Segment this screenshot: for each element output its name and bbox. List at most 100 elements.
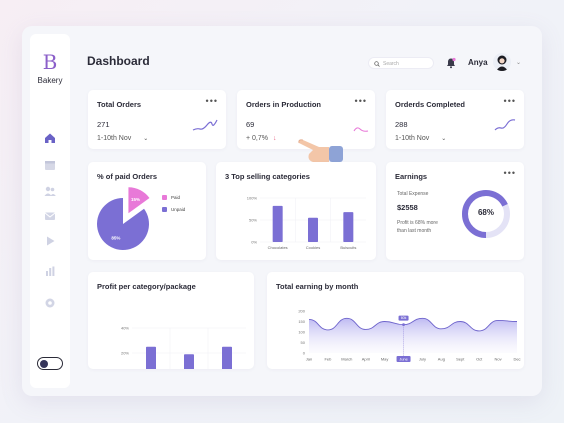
x-tick-label: Feb [324, 357, 332, 362]
area-line [308, 317, 518, 332]
y-tick-label: 40% [121, 326, 129, 331]
top-selling-bar-chart: 100% 50% 0% Chocolates Cookies Buiscuits [247, 196, 366, 250]
x-tick-label: Buiscuits [340, 245, 356, 250]
card-title: Earnings [395, 172, 428, 181]
chevron-down-icon: ⌄ [441, 136, 447, 142]
more-icon[interactable]: ••• [205, 96, 218, 106]
highlight-tooltip [398, 315, 409, 321]
x-tick-label: Chocolates [268, 245, 288, 250]
x-tick-label: March [341, 357, 352, 362]
gear-icon[interactable] [43, 296, 57, 310]
bar-buiscuits [222, 346, 232, 369]
pie-slice-paid [128, 187, 150, 214]
mail-icon[interactable] [43, 209, 57, 223]
bar-chart-icon[interactable] [43, 264, 57, 278]
legend-unpaid: Unpaid [162, 207, 185, 212]
pie-slice-label: 85% [111, 235, 120, 240]
date-range-select[interactable]: 1-10th Nov ⌄ [395, 135, 446, 142]
sidebar: B Bakery [30, 34, 70, 388]
profit-note: Profit is 68% more than last month [397, 220, 438, 234]
y-tick-label: 200 [298, 309, 305, 314]
x-tick-label: Nov [495, 357, 502, 362]
y-tick-label: 150 [298, 319, 305, 324]
x-tick-label: May [381, 357, 389, 362]
earnings-donut-chart [462, 190, 510, 238]
earnings-card: Earnings ••• Total Expense $2558 Profit … [386, 162, 524, 260]
paid-orders-pie-chart: 15% 85% [97, 187, 150, 250]
avatar[interactable] [493, 53, 511, 71]
card-title: Orderds Completed [395, 100, 466, 109]
y-tick-label: 0 [303, 351, 306, 356]
stat-value: 271 [97, 120, 110, 129]
stat-value: 288 [395, 120, 408, 129]
card-title: % of paid Orders [97, 172, 158, 181]
user-name[interactable]: Anya [468, 58, 488, 67]
stat-change: + 0,7% ↓ [246, 135, 276, 142]
legend-label: Unpaid [171, 207, 186, 212]
donut-percent-label: 68% [477, 208, 494, 217]
expense-label: Total Expense [397, 191, 429, 197]
donut-value-arc [462, 190, 510, 238]
trend-sparkline-icon [494, 119, 516, 131]
card-title: Total Orders [97, 100, 142, 109]
theme-toggle[interactable] [37, 357, 63, 370]
trend-sparkline-icon [192, 119, 218, 131]
highlight-point [402, 323, 405, 327]
bar-cookies [308, 217, 318, 242]
pie-slice-unpaid [97, 198, 149, 250]
calendar-icon[interactable] [43, 158, 57, 172]
x-tick-label: Jan [306, 357, 312, 362]
date-range-select[interactable]: 1-10th Nov ⌄ [97, 135, 148, 142]
search-input[interactable] [383, 59, 431, 68]
card-title: Profit per category/package [97, 282, 196, 291]
total-orders-card: Total Orders ••• 271 1-10th Nov ⌄ [88, 90, 226, 149]
bell-icon[interactable] [445, 57, 457, 69]
bar-chocolates [272, 205, 283, 242]
logo: B [42, 50, 58, 74]
more-icon[interactable]: ••• [503, 96, 516, 106]
pointing-hand-icon [298, 139, 343, 162]
chevron-down-icon: ⌄ [143, 136, 149, 142]
more-icon[interactable]: ••• [354, 96, 367, 106]
card-title: Orders in Production [246, 100, 322, 109]
orders-completed-card: Orderds Completed ••• 288 1-10th Nov ⌄ [386, 90, 524, 149]
more-icon[interactable]: ••• [503, 168, 516, 178]
trend-sparkline-icon [353, 127, 369, 132]
bar-buiscuits [343, 212, 354, 242]
expense-amount: $2558 [397, 203, 418, 212]
x-tick-label: June [399, 357, 408, 362]
x-tick-label: April [362, 357, 370, 362]
top-selling-card: 3 Top selling categories 100% 50% 0% Chocol… [216, 162, 376, 260]
y-tick-label: 100% [247, 196, 258, 201]
y-tick-label: 20% [121, 351, 129, 356]
x-tick-label: Aug [438, 357, 445, 362]
y-tick-label: 0% [251, 240, 257, 245]
change-label: + 0,7% [246, 135, 268, 142]
area-fill [309, 318, 517, 353]
search-box[interactable] [368, 57, 434, 69]
bar-chocolates [146, 346, 156, 369]
chevron-down-icon[interactable]: ⌄ [516, 60, 522, 66]
card-title: 3 Top selling categories [225, 172, 310, 181]
legend-label: Paid [171, 195, 181, 200]
home-icon[interactable] [43, 131, 57, 145]
dashboard-window: B Bakery Dashboard [22, 26, 542, 396]
arrow-down-icon: ↓ [272, 135, 277, 142]
play-icon[interactable] [43, 234, 57, 248]
profit-card: Profit per category/package 40%20%0%Choc… [88, 272, 254, 369]
x-tick-label: July [419, 357, 426, 362]
page-title: Dashboard [87, 54, 150, 68]
legend-swatch [162, 195, 167, 200]
date-range-label: 1-10th Nov [97, 135, 132, 142]
monthly-earning-card: Total earning by month 200 150 100 50 0 Jan Fe… [267, 272, 524, 369]
search-icon [374, 61, 380, 67]
users-icon[interactable] [43, 184, 57, 198]
orders-in-production-card: Orders in Production ••• 69 + 0,7% ↓ [237, 90, 375, 149]
pie-slice-label: 15% [131, 197, 140, 202]
card-title: Total earning by month [276, 282, 359, 291]
bar-cookies [184, 354, 194, 369]
y-tick-label: 50 [301, 340, 306, 345]
x-tick-label: Dec [513, 357, 520, 362]
